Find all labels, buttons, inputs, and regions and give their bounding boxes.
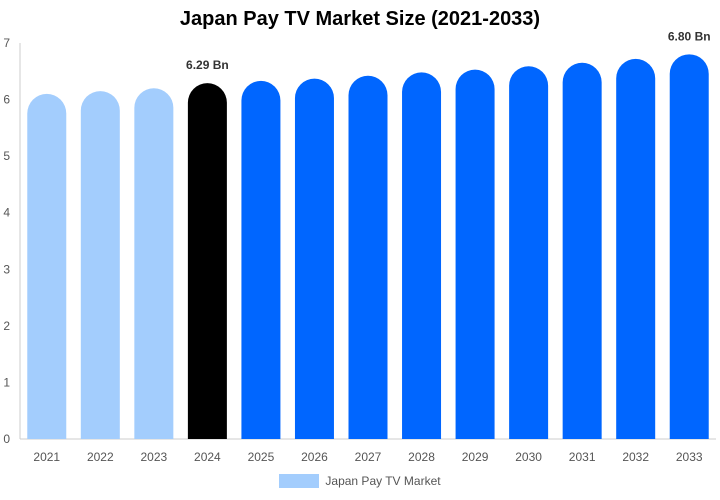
- bar-2031[interactable]: [562, 62, 602, 440]
- bar-2028[interactable]: [402, 72, 442, 439]
- data-labels: 6.29 Bn 6.80 Bn: [186, 29, 711, 72]
- bar-2025[interactable]: [241, 80, 281, 439]
- y-tick-label: 4: [3, 206, 10, 220]
- legend-swatch: [279, 474, 320, 488]
- x-tick-label-2030: 2030: [515, 450, 542, 464]
- data-label-2024: 6.29 Bn: [186, 58, 229, 72]
- bar-2029[interactable]: [455, 69, 495, 440]
- bar-2030[interactable]: [509, 66, 549, 440]
- y-tick-label: 2: [3, 319, 10, 333]
- bar-2022[interactable]: [80, 91, 120, 439]
- bar-2024[interactable]: [187, 83, 227, 439]
- y-tick-label: 0: [3, 432, 10, 446]
- x-tick-label-2023: 2023: [140, 450, 167, 464]
- y-tick-label: 1: [3, 375, 10, 389]
- x-tick-label-2025: 2025: [248, 450, 275, 464]
- axes: 0 1 2 3 4 5 6 7 2021 2022 2023 2024 2025 2026 2027 2028…: [3, 36, 716, 464]
- y-tick-label: 3: [3, 262, 10, 276]
- y-tick-label: 5: [3, 149, 10, 163]
- data-label-2033: 6.80 Bn: [668, 29, 711, 43]
- x-tick-label-2032: 2032: [622, 450, 649, 464]
- bar-2032[interactable]: [616, 58, 656, 440]
- bar-2023[interactable]: [134, 88, 174, 440]
- x-tick-label-2029: 2029: [462, 450, 489, 464]
- legend-label: Japan Pay TV Market: [325, 474, 441, 488]
- bars: [27, 54, 709, 440]
- x-tick-label-2028: 2028: [408, 450, 435, 464]
- y-tick-label: 7: [3, 36, 10, 50]
- x-tick-label-2021: 2021: [33, 450, 60, 464]
- bar-2027[interactable]: [348, 75, 388, 439]
- x-tick-label-2024: 2024: [194, 450, 221, 464]
- x-tick-label-2027: 2027: [355, 450, 382, 464]
- bar-2021[interactable]: [27, 93, 67, 440]
- legend[interactable]: Japan Pay TV Market: [0, 474, 720, 488]
- x-tick-label-2026: 2026: [301, 450, 328, 464]
- x-tick-label-2031: 2031: [569, 450, 596, 464]
- x-tick-label-2022: 2022: [87, 450, 114, 464]
- y-tick-label: 6: [3, 93, 10, 107]
- chart-title: Japan Pay TV Market Size (2021-2033): [179, 8, 541, 30]
- bar-2033[interactable]: [669, 54, 709, 440]
- bar-2026[interactable]: [294, 78, 334, 439]
- x-tick-label-2033: 2033: [676, 450, 703, 464]
